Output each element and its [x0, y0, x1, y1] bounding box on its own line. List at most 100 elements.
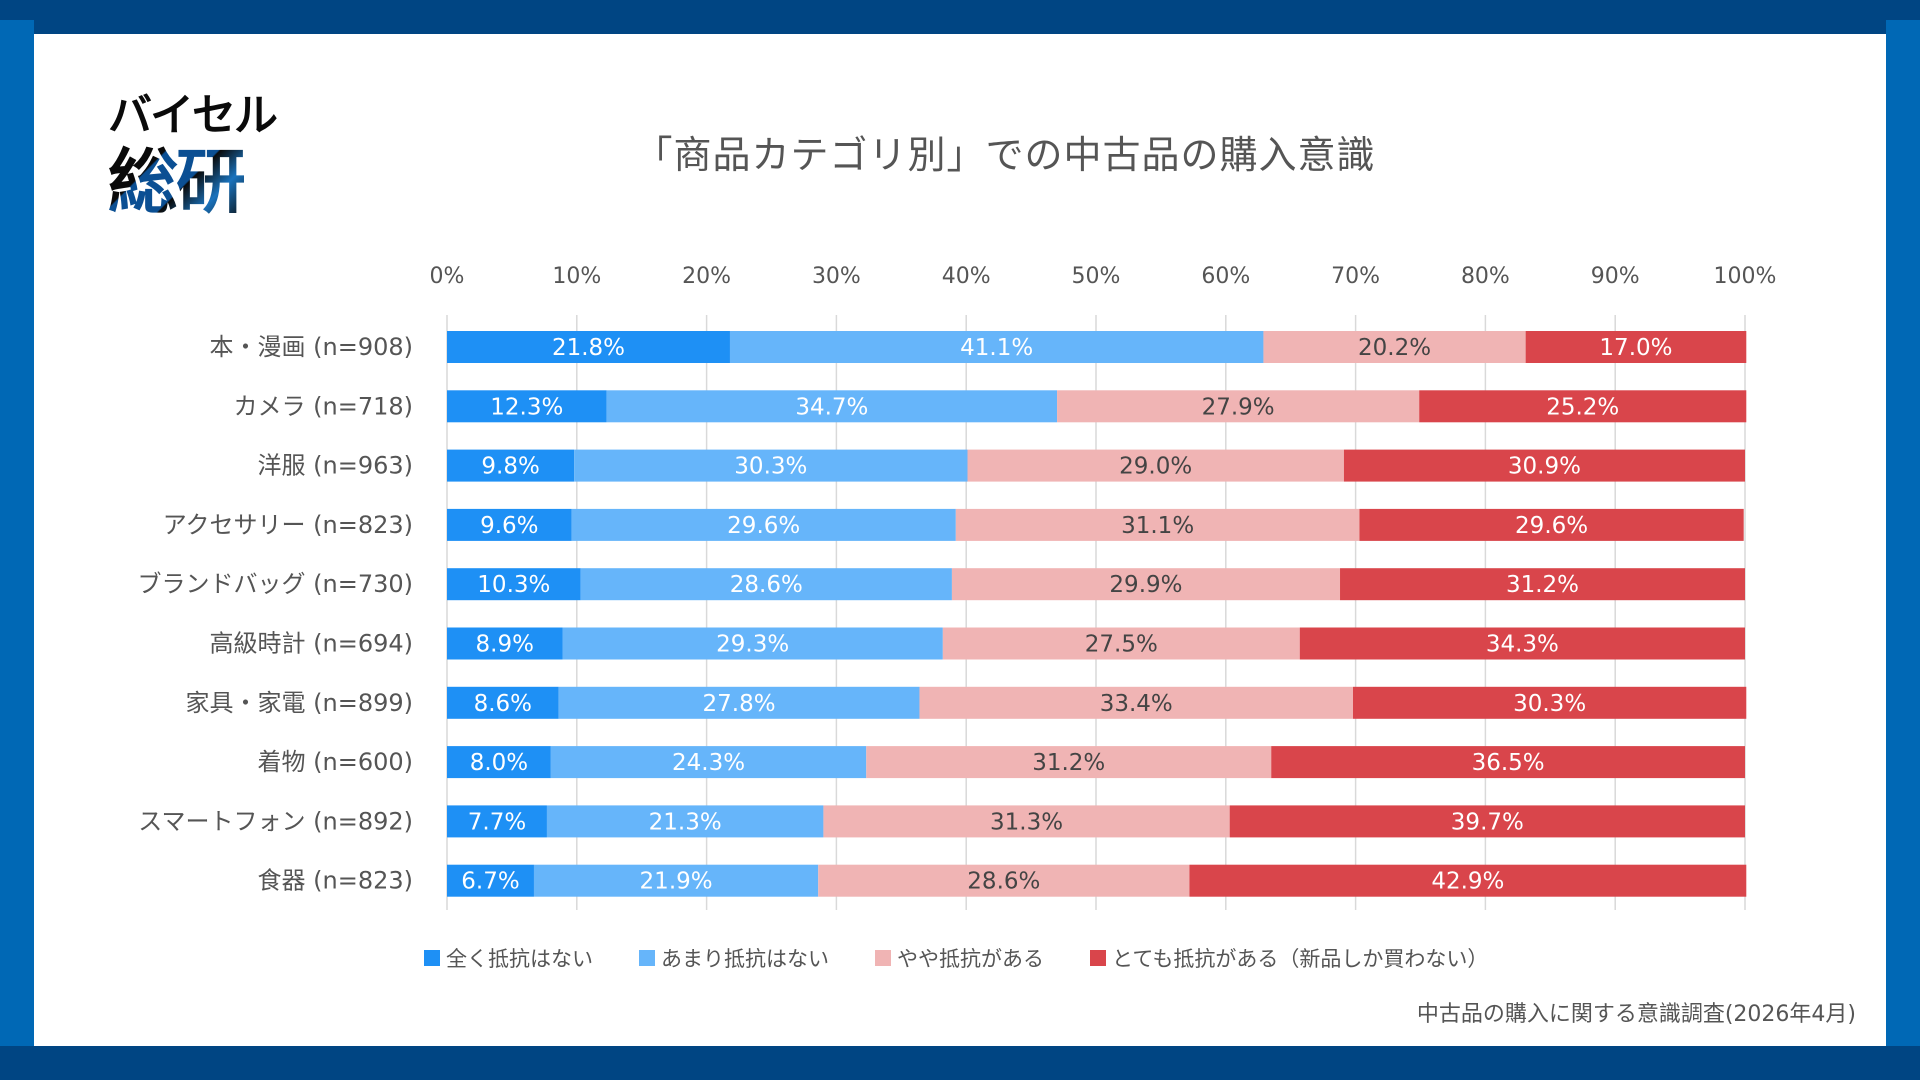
data-label: 28.6%	[730, 572, 803, 598]
bar-segment	[1340, 568, 1745, 601]
bar-segment	[1359, 508, 1744, 541]
legend-item: やや抵抗がある	[875, 943, 1044, 973]
bar-segment	[606, 390, 1058, 423]
bar-segment	[447, 805, 547, 838]
legend-swatch	[875, 950, 891, 966]
data-label: 29.0%	[1119, 454, 1192, 480]
data-label: 17.0%	[1599, 335, 1672, 361]
bar-segment	[1263, 331, 1526, 363]
bar-segment	[574, 449, 968, 482]
bar-segment	[1353, 686, 1747, 719]
bar-segment	[447, 627, 563, 660]
data-label: 27.5%	[1085, 632, 1158, 658]
legend-label: とても抵抗がある（新品しか買わない）	[1112, 947, 1489, 971]
bar-row: 8.9% 29.3% 27.5% 34.3%	[447, 627, 1745, 660]
bar-segment	[1229, 805, 1745, 838]
data-label: 10.3%	[477, 572, 550, 598]
bar-row: 9.8% 30.3% 29.0% 30.9%	[447, 449, 1745, 482]
bar-segment	[1189, 864, 1747, 897]
bar-segment	[818, 864, 1190, 897]
bar-segment	[447, 568, 581, 601]
bar-segment	[447, 864, 534, 897]
data-label: 34.7%	[795, 394, 868, 420]
bar-segment	[1271, 746, 1745, 779]
bar-segment	[1343, 449, 1745, 482]
data-label: 6.7%	[461, 869, 519, 895]
x-tick-label: 80%	[1461, 264, 1510, 289]
x-tick-label: 0%	[430, 264, 465, 289]
data-label: 25.2%	[1546, 394, 1619, 420]
frame-right-bar	[1886, 20, 1920, 1060]
x-tick-label: 40%	[942, 264, 991, 289]
x-tick-label: 70%	[1331, 264, 1380, 289]
bar-segment	[447, 449, 575, 482]
category-label: 洋服 (n=963)	[258, 452, 413, 480]
category-label: 本・漫画 (n=908)	[210, 333, 413, 361]
data-label: 9.6%	[480, 513, 538, 539]
bar-segment	[919, 686, 1354, 719]
legend-swatch	[1090, 950, 1106, 966]
legend-swatch	[424, 950, 440, 966]
data-label: 30.9%	[1508, 454, 1581, 480]
bar-segment	[580, 568, 952, 601]
legend-label: やや抵抗がある	[897, 947, 1044, 971]
data-label: 42.9%	[1431, 869, 1504, 895]
legend-item: あまり抵抗はない	[639, 943, 829, 973]
data-label: 21.8%	[552, 335, 625, 361]
frame-left-bar	[0, 20, 34, 1060]
source-note: 中古品の購入に関する意識調査(2026年4月)	[1416, 1002, 1856, 1027]
x-tick-label: 90%	[1591, 264, 1640, 289]
bar-segment	[447, 331, 730, 363]
data-label: 24.3%	[672, 750, 745, 776]
category-label: ブランドバッグ (n=730)	[138, 570, 413, 598]
bar-row: 8.6% 27.8% 33.4% 30.3%	[447, 686, 1747, 719]
bar-segment	[866, 746, 1272, 779]
data-label: 21.9%	[640, 869, 713, 895]
category-label: スマートフォン (n=892)	[138, 807, 413, 835]
data-label: 29.6%	[1515, 513, 1588, 539]
data-label: 34.3%	[1486, 632, 1559, 658]
bar-segment	[533, 864, 819, 897]
logo-kanji: 総研	[108, 141, 246, 223]
bar-row: 6.7% 21.9% 28.6% 42.9%	[447, 864, 1747, 897]
bar-segment	[546, 805, 824, 838]
bar-segment	[558, 686, 920, 719]
data-label: 21.3%	[649, 809, 722, 835]
bar-segment	[942, 627, 1300, 660]
bar-row: 21.8% 41.1% 20.2% 17.0%	[447, 331, 1747, 363]
bar-segment	[1057, 390, 1420, 423]
data-label: 31.1%	[1121, 513, 1194, 539]
data-label: 29.9%	[1109, 572, 1182, 598]
bar-segment	[562, 627, 943, 660]
bar-segment	[1525, 331, 1747, 363]
legend-item: とても抵抗がある（新品しか買わない）	[1090, 943, 1488, 973]
bar-row: 12.3% 34.7% 27.9% 25.2%	[447, 390, 1747, 423]
bar-segment	[1419, 390, 1747, 423]
legend-label: あまり抵抗はない	[661, 947, 829, 971]
data-label: 31.3%	[990, 809, 1063, 835]
logo-kana: バイセル	[108, 90, 278, 141]
bar-segment	[823, 805, 1230, 838]
data-label: 41.1%	[960, 335, 1033, 361]
bar-row: 7.7% 21.3% 31.3% 39.7%	[447, 805, 1745, 838]
category-label: 家具・家電 (n=899)	[186, 689, 413, 717]
category-labels: 本・漫画 (n=908) カメラ (n=718) 洋服 (n=963) アクセサリー …	[138, 333, 413, 895]
bar-segment	[447, 746, 551, 779]
data-label: 12.3%	[490, 394, 563, 420]
x-tick-label: 60%	[1201, 264, 1250, 289]
bar-row: 10.3% 28.6% 29.9% 31.2%	[447, 568, 1745, 601]
data-label: 8.0%	[470, 750, 528, 776]
bar-row: 9.6% 29.6% 31.1% 29.6%	[447, 508, 1744, 541]
category-label: 着物 (n=600)	[258, 748, 413, 776]
data-label: 9.8%	[481, 454, 539, 480]
data-label: 39.7%	[1451, 809, 1524, 835]
bar-segment	[951, 568, 1341, 601]
bars: 21.8% 41.1% 20.2% 17.0% 12.3% 34.7% 27.9% 25.2%…	[447, 331, 1747, 897]
x-tick-label: 100%	[1714, 264, 1777, 289]
data-label: 28.6%	[967, 869, 1040, 895]
frame-top-bar	[0, 0, 1920, 34]
bar-segment	[571, 508, 956, 541]
x-axis-ticks: 0% 10% 20% 30% 40% 50% 60% 70% 80% 90% 100%	[430, 264, 1777, 289]
frame-bottom-bar	[0, 1046, 1920, 1080]
